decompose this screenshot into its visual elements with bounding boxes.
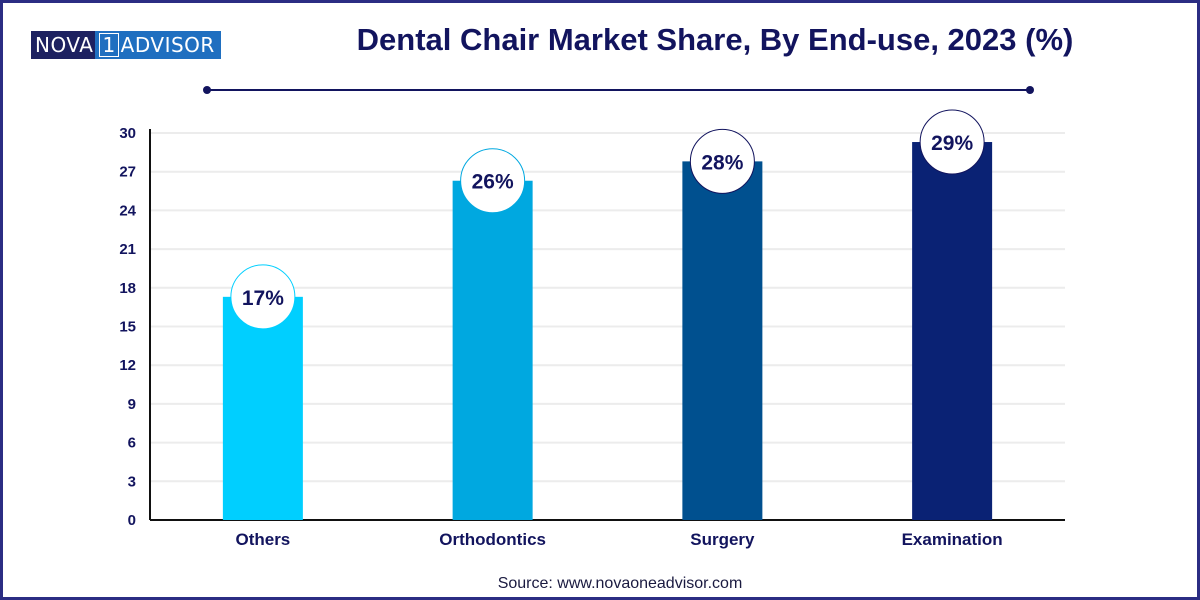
x-tick-label: Examination xyxy=(902,530,1003,549)
data-label: 26% xyxy=(472,171,514,194)
bar-others xyxy=(222,296,303,520)
y-tick-label: 27 xyxy=(119,164,136,181)
logo-box-one: 1 xyxy=(99,33,119,57)
brand-logo: NOVA 1 ADVISOR xyxy=(31,31,221,59)
data-label-badge xyxy=(919,109,985,175)
y-tick-label: 0 xyxy=(128,512,136,529)
logo-text-advisor: ADVISOR xyxy=(120,33,215,57)
data-label-badge xyxy=(230,264,296,330)
data-label: 28% xyxy=(701,151,743,174)
data-label-badge xyxy=(460,148,526,214)
source-note: Source: www.novaoneadvisor.com xyxy=(497,575,743,592)
x-tick-label: Others xyxy=(235,530,290,549)
divider-dot-right xyxy=(1026,86,1034,94)
x-tick-label: Surgery xyxy=(690,530,755,549)
y-tick-label: 21 xyxy=(119,241,136,258)
y-tick-label: 15 xyxy=(119,319,136,336)
data-label-badge xyxy=(689,128,755,194)
y-tick-label: 9 xyxy=(128,396,136,413)
y-tick-label: 3 xyxy=(128,473,136,490)
y-tick-label: 30 xyxy=(119,125,136,142)
logo-part-advisor: 1 ADVISOR xyxy=(95,31,221,59)
bar-orthodontics xyxy=(452,180,533,521)
x-tick-label: Orthodontics xyxy=(439,530,546,549)
chart-title: Dental Chair Market Share, By End-use, 2… xyxy=(356,22,1074,57)
data-label: 17% xyxy=(242,287,284,310)
logo-part-nova: NOVA xyxy=(31,31,96,59)
y-tick-label: 6 xyxy=(128,435,136,452)
y-tick-label: 18 xyxy=(119,280,136,297)
divider-dot-left xyxy=(203,86,211,94)
y-tick-label: 12 xyxy=(119,357,136,374)
bar-examination xyxy=(912,142,993,520)
title-divider xyxy=(203,86,1034,94)
y-tick-label: 24 xyxy=(119,202,136,219)
bar-surgery xyxy=(682,161,763,520)
data-label: 29% xyxy=(931,132,973,155)
